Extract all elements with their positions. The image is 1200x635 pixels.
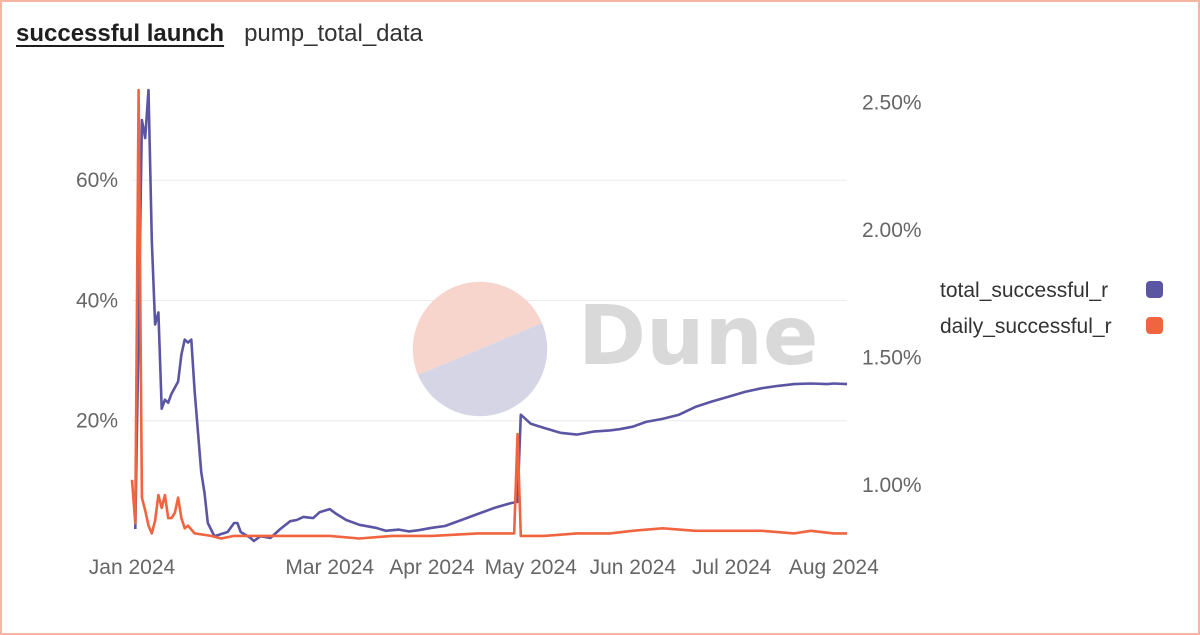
dune-watermark: Dune (412, 281, 818, 417)
x-axis: Jan 2024 Mar 2024 Apr 2024 May 2024 Jun 2024… (89, 556, 879, 579)
y-right-tick-label: 1.50% (862, 347, 922, 370)
y-axis-right: 1.00% 1.50% 2.00% 2.50% (862, 92, 922, 497)
legend-label: daily_successful_r (940, 315, 1112, 338)
y-right-tick-label: 1.00% (862, 474, 922, 497)
y-left-tick-label: 20% (76, 410, 118, 433)
y-right-tick-label: 2.50% (862, 92, 922, 115)
x-tick-label: Aug 2024 (789, 556, 879, 579)
series-line-total-successful-r[interactable] (134, 88, 848, 543)
x-tick-label: Jan 2024 (89, 556, 176, 579)
legend-swatch (1146, 281, 1163, 298)
y-axis-left: 20% 40% 60% (76, 169, 118, 433)
legend-item-daily-successful-r[interactable]: daily_successful_r (940, 315, 1163, 338)
chart-title-link[interactable]: successful launch (16, 20, 225, 47)
legend-item-total-successful-r[interactable]: total_successful_r (940, 279, 1163, 302)
x-tick-label: Mar 2024 (285, 556, 374, 579)
x-tick-label: Jul 2024 (692, 556, 772, 579)
x-tick-label: Apr 2024 (389, 556, 475, 579)
dune-logo-icon (412, 281, 548, 417)
y-left-tick-label: 40% (76, 289, 118, 312)
legend-label: total_successful_r (940, 279, 1108, 302)
chart-header: successful launch pump_total_data (16, 20, 423, 48)
x-tick-label: Jun 2024 (590, 556, 677, 579)
query-name: pump_total_data (244, 20, 423, 47)
watermark-text: Dune (578, 289, 818, 384)
series-lines (130, 88, 848, 543)
series-line-daily-successful-r[interactable] (130, 88, 847, 540)
x-tick-label: May 2024 (485, 556, 578, 579)
y-right-tick-label: 2.00% (862, 219, 922, 242)
y-left-tick-label: 60% (76, 169, 118, 192)
legend: total_successful_r daily_successful_r (940, 279, 1163, 338)
legend-swatch (1146, 317, 1163, 334)
